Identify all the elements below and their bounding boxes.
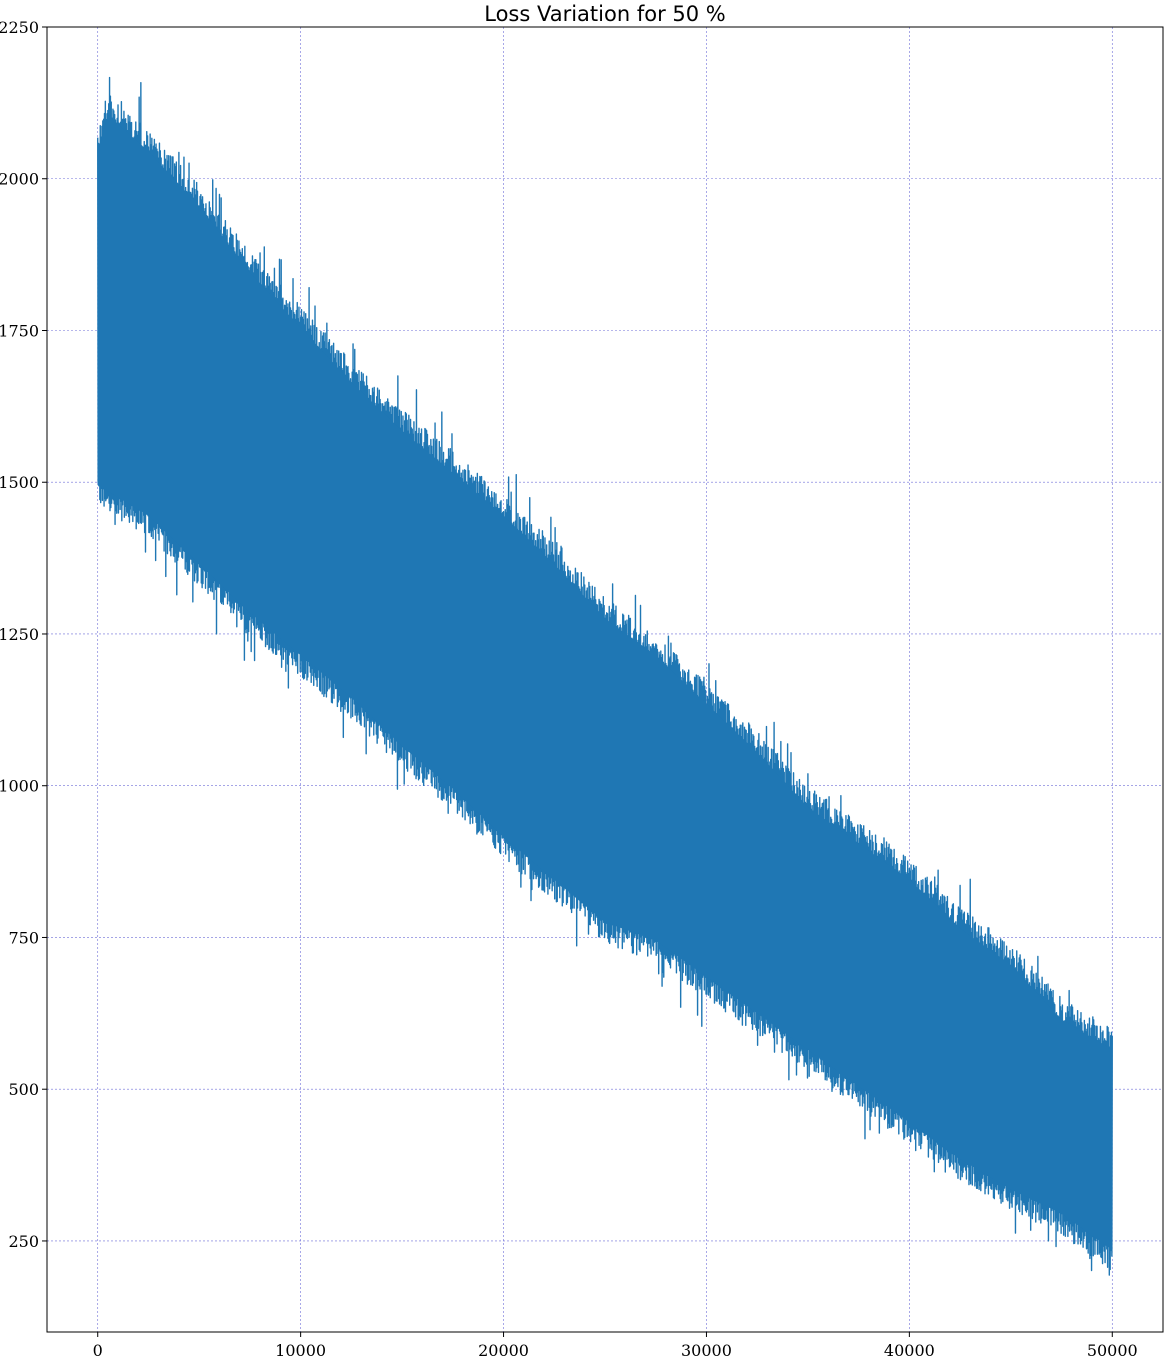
grid-lines xyxy=(47,26,1163,1332)
y-tick-label: 1750 xyxy=(0,321,39,340)
x-tick-label: 20000 xyxy=(478,1341,529,1360)
y-tick-label: 750 xyxy=(8,928,39,947)
y-tick-label: 250 xyxy=(8,1232,39,1251)
y-tick-label: 1500 xyxy=(0,473,39,492)
chart-title: Loss Variation for 50 % xyxy=(484,2,725,26)
x-tick-label: 30000 xyxy=(681,1341,732,1360)
x-tick-label: 10000 xyxy=(275,1341,326,1360)
x-tick-label: 0 xyxy=(93,1341,103,1360)
series-loss xyxy=(97,76,1113,1276)
x-tick-label: 40000 xyxy=(884,1341,935,1360)
y-tick-label: 500 xyxy=(8,1080,39,1099)
y-axis-ticks: 250 500 750 1000 1250 1500 1750 2000 2250 xyxy=(0,18,47,1251)
y-tick-label: 2250 xyxy=(0,18,39,37)
x-tick-label: 50000 xyxy=(1087,1341,1138,1360)
plot-frame xyxy=(46,26,1164,1333)
y-tick-label: 2000 xyxy=(0,170,39,189)
y-tick-label: 1250 xyxy=(0,625,39,644)
series-line xyxy=(97,76,1113,1276)
series-band xyxy=(97,115,1113,1251)
x-axis-ticks: 0 10000 20000 30000 40000 50000 xyxy=(93,1332,1138,1360)
y-tick-label: 1000 xyxy=(0,777,39,796)
